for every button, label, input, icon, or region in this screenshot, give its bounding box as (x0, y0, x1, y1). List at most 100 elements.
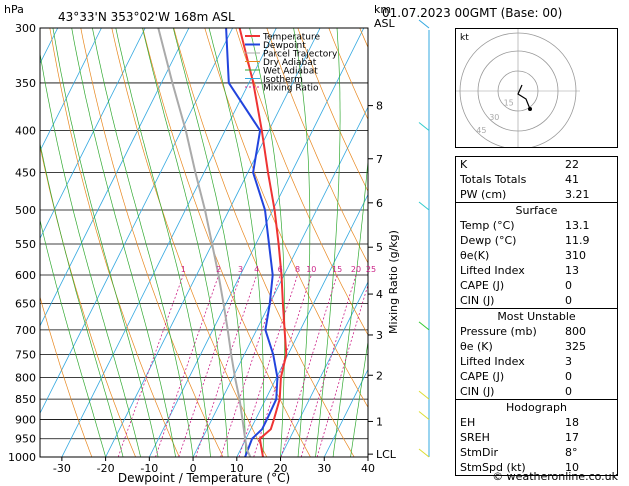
x-axis-label: Dewpoint / Temperature (°C) (118, 471, 290, 485)
indices-panel: K 22 Totals Totals 41 PW (cm) 3.21 Surface Te… (455, 156, 618, 476)
most-unstable-row: Pressure (mb) 800 (456, 324, 617, 339)
wind-barb (418, 321, 430, 331)
surface-row: CIN (J) 0 (456, 293, 617, 308)
axes: 1 2 3 4 6 8 10 15 20 2530035040045050055060065070… (8, 22, 397, 475)
x-tick-label: 30 (317, 462, 331, 475)
x-tick-label: 40 (361, 462, 375, 475)
surface-label: CIN (J) (460, 294, 495, 307)
wet-adiabat-line (249, 28, 286, 457)
isotherm-line (40, 28, 146, 240)
surface-value: 310 (565, 249, 586, 262)
mixing-ratio-label: 3 (238, 265, 243, 274)
temperature-line (238, 28, 288, 457)
legend-label: Isotherm (263, 75, 303, 85)
isotherm-line (192, 106, 368, 457)
isotherm-line (0, 28, 14, 457)
surface-label: Temp (°C) (460, 219, 515, 232)
legend-label: Dewpoint (263, 41, 306, 51)
wet-adiabat-line (92, 28, 194, 457)
pressure-tick-label: 600 (15, 269, 36, 282)
hodograph-trace (517, 84, 531, 110)
pressure-tick-label: 450 (15, 166, 36, 179)
dry-adiabat-line (40, 144, 136, 457)
hodograph-stat-value: 18 (565, 416, 579, 429)
index-value: 3.21 (565, 188, 590, 201)
most-unstable-rows: Pressure (mb) 800 θe (K) 325 Lifted Index 3 CA… (456, 324, 617, 399)
pressure-tick-label: 550 (15, 238, 36, 251)
surface-value: 13 (565, 264, 579, 277)
height-tick-label: 8 (376, 100, 383, 113)
most-unstable-value: 3 (565, 355, 572, 368)
mixing-ratio-line (316, 283, 368, 457)
x-tick-label: -30 (53, 462, 71, 475)
surface-value: 0 (565, 279, 572, 292)
dry-adiabat-line (235, 28, 368, 336)
wet-adiabat-line (71, 28, 176, 457)
dry-adiabat-line (266, 28, 368, 264)
hodograph-stat-row: EH 18 (456, 415, 617, 430)
pressure-tick-label: 800 (15, 371, 36, 384)
surface-row: Lifted Index 13 (456, 263, 617, 278)
background-lines (0, 28, 368, 457)
hodograph-stat-value: 8° (565, 446, 578, 459)
surface-value: 11.9 (565, 234, 590, 247)
wet-adiabat-line (115, 28, 211, 457)
pressure-tick-label: 900 (15, 413, 36, 426)
mixing-ratio-line (238, 274, 298, 457)
most-unstable-title: Most Unstable (497, 310, 576, 323)
isotherm-line (40, 28, 102, 152)
mixing-ratio-line (300, 274, 357, 457)
mixing-ratio-line (280, 274, 338, 457)
most-unstable-label: CIN (J) (460, 385, 495, 398)
wet-adiabat-line (315, 28, 341, 457)
mixing-ratio-line (178, 274, 241, 457)
hodograph-stat-value: 17 (565, 431, 579, 444)
mixing-ratio-label: 1 (181, 265, 186, 274)
hodograph-ring-label: 15 (504, 98, 514, 107)
hodograph-stat-label: EH (460, 416, 476, 429)
legend-label: Temperature (262, 33, 320, 43)
hodograph-stat-label: StmSpd (kt) (460, 461, 526, 474)
mixing-ratio-line (155, 274, 220, 457)
most-unstable-row: Lifted Index 3 (456, 354, 617, 369)
height-tick-label: 1 (376, 415, 383, 428)
wet-adiabat-line (52, 28, 159, 457)
x-tick-label: 10 (230, 462, 244, 475)
height-tick-label: 7 (376, 153, 383, 166)
surface-row: Dewp (°C) 11.9 (456, 233, 617, 248)
hodograph-stat-value: 10 (565, 461, 579, 474)
hodograph-ring-label: 45 (476, 126, 486, 135)
height-tick-label: 2 (376, 369, 383, 382)
dry-adiabat-line (40, 295, 93, 457)
wet-adiabat-line (208, 28, 264, 457)
dry-adiabat-line (80, 28, 224, 457)
profile-lines (157, 28, 288, 457)
wind-barb (418, 411, 430, 420)
isotherm-line (323, 368, 368, 457)
hodograph-stat-row: StmSpd (kt) 10 (456, 460, 617, 475)
pressure-tick-label: 1000 (8, 451, 36, 464)
height-unit: km (374, 3, 391, 16)
pressure-tick-label: 500 (15, 204, 36, 217)
isotherm-line (40, 28, 233, 415)
parcel-trajectory-line (157, 28, 252, 457)
mixing-ratio-line (253, 274, 312, 457)
most-unstable-value: 325 (565, 340, 586, 353)
hodograph-stat-label: StmDir (460, 446, 499, 459)
hodograph-storm-marker (528, 107, 532, 111)
wet-adiabat-line (40, 51, 141, 457)
most-unstable-label: θe (K) (460, 340, 493, 353)
x-tick-label: 0 (190, 462, 197, 475)
surface-value: 13.1 (565, 219, 590, 232)
most-unstable-value: 800 (565, 325, 586, 338)
surface-label: Dewp (°C) (460, 234, 517, 247)
pressure-tick-label: 950 (15, 433, 36, 446)
pressure-tick-label: 650 (15, 298, 36, 311)
isotherm-line (61, 28, 277, 457)
wet-adiabat-line (172, 28, 246, 457)
mixing-ratio-label: 10 (306, 265, 316, 274)
height-tick-label: 5 (376, 241, 383, 254)
most-unstable-label: Pressure (mb) (460, 325, 537, 338)
pressure-tick-label: 850 (15, 393, 36, 406)
